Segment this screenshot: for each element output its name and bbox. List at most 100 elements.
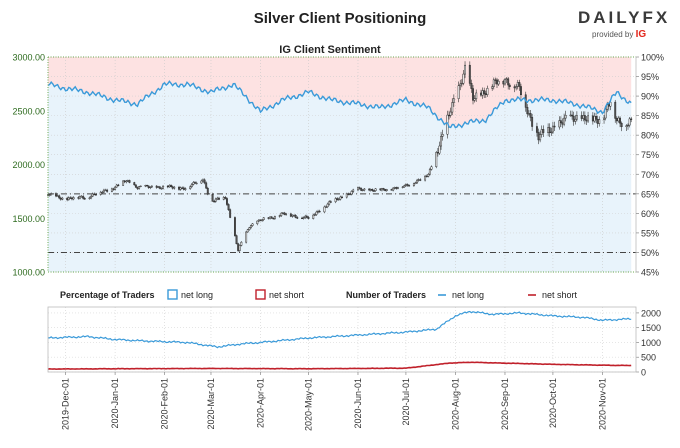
- candle-body: [281, 212, 284, 214]
- candle-body: [82, 196, 85, 199]
- candle-body: [157, 186, 160, 188]
- candle-body: [462, 73, 465, 84]
- lower-y-tick-label: 1000: [641, 338, 661, 348]
- candle-body: [323, 206, 326, 213]
- candle-body: [406, 184, 409, 186]
- y-left-tick-label: 2500.00: [12, 106, 45, 116]
- y-right-tick-label: 45%: [641, 268, 659, 278]
- lower-y-tick-label: 0: [641, 368, 646, 378]
- candle-body: [572, 115, 575, 122]
- candle-body: [55, 193, 57, 197]
- x-tick-label: 2020-Oct-01: [548, 378, 558, 428]
- candle-body: [245, 231, 248, 243]
- candle-body: [125, 180, 128, 183]
- candle-body: [134, 184, 137, 188]
- candle-body: [211, 193, 214, 202]
- lower-y-tick-label: 1500: [641, 323, 661, 333]
- candle-body: [504, 79, 506, 85]
- legend: Percentage of Traders net long net short Nu…: [60, 289, 578, 300]
- candle-body: [317, 210, 319, 213]
- candle-body: [150, 185, 153, 188]
- candle-body: [448, 114, 451, 117]
- x-tick-label: 2020-Sep-01: [500, 378, 510, 430]
- candle-body: [468, 64, 471, 84]
- candle-body: [596, 118, 599, 124]
- candle-body: [102, 189, 105, 193]
- x-tick-label: 2020-Mar-01: [206, 378, 216, 430]
- candle-body: [508, 84, 511, 87]
- candle-body: [617, 117, 620, 122]
- candle-body: [216, 197, 219, 200]
- candle-body: [472, 88, 474, 101]
- candle-body: [403, 185, 406, 188]
- candle-body: [480, 92, 482, 96]
- candle-body: [205, 182, 208, 189]
- net-long-zone: [48, 81, 632, 272]
- candle-body: [352, 189, 355, 192]
- candle-body: [112, 188, 115, 190]
- candle-body: [88, 197, 91, 199]
- candle-body: [325, 206, 327, 208]
- candle-body: [438, 145, 441, 154]
- candle-body: [203, 179, 206, 184]
- x-tick-label: 2020-Jul-01: [401, 378, 411, 426]
- candle-body: [569, 114, 572, 117]
- candle-body: [491, 86, 494, 89]
- y-left-tick-label: 1500.00: [12, 214, 45, 224]
- candle-body: [269, 216, 272, 219]
- candle-body: [66, 197, 69, 201]
- candle-body: [293, 215, 296, 217]
- candle-body: [79, 196, 81, 199]
- candle-body: [550, 131, 553, 134]
- candle-body: [200, 180, 203, 184]
- candle-body: [628, 118, 631, 126]
- candle-body: [483, 90, 486, 94]
- candle-body: [591, 115, 594, 122]
- y-right-tick-label: 90%: [641, 92, 659, 102]
- y-right-tick-label: 65%: [641, 189, 659, 199]
- candle-body: [155, 185, 158, 188]
- candle-body: [614, 101, 617, 119]
- candle-body: [202, 179, 204, 182]
- candle-body: [235, 235, 238, 245]
- candle-body: [117, 184, 120, 187]
- candle-body: [249, 225, 252, 228]
- candle-body: [291, 215, 294, 217]
- candle-body: [571, 114, 574, 117]
- candle-body: [256, 220, 259, 225]
- candle-body: [80, 196, 83, 198]
- candle-body: [194, 182, 196, 184]
- candle-body: [162, 185, 164, 189]
- candle-body: [518, 82, 521, 87]
- candle-body: [69, 197, 72, 199]
- candle-body: [368, 188, 371, 191]
- y-right-tick-label: 50%: [641, 248, 659, 258]
- candle-body: [280, 212, 283, 216]
- candle-body: [473, 98, 476, 101]
- candle-body: [72, 197, 75, 200]
- candle-body: [238, 245, 241, 251]
- candle-body: [128, 180, 131, 183]
- candle-body: [401, 186, 404, 188]
- candle-body: [190, 184, 193, 187]
- logo-brand-left: DAILY: [578, 8, 643, 27]
- candle-body: [393, 187, 396, 189]
- legend-net-short-count-label: net short: [542, 290, 578, 300]
- candle-body: [625, 125, 628, 127]
- candle-body: [380, 188, 383, 191]
- candle-body: [227, 204, 230, 211]
- candle-body: [179, 187, 182, 190]
- lower-frame: [47, 306, 637, 373]
- x-tick-label: 2020-Apr-01: [256, 378, 266, 428]
- candle-body: [83, 198, 86, 200]
- candle-body: [110, 188, 113, 192]
- candle-body: [595, 116, 598, 120]
- logo-provided-by: provided by: [592, 30, 634, 39]
- candle-body: [139, 185, 142, 188]
- candle-body: [379, 188, 382, 191]
- candle-body: [540, 129, 543, 135]
- candle-body: [294, 215, 297, 218]
- net-short-count-line: [47, 361, 632, 371]
- x-tick-label: 2020-Feb-01: [160, 378, 170, 430]
- candle-body: [460, 82, 463, 85]
